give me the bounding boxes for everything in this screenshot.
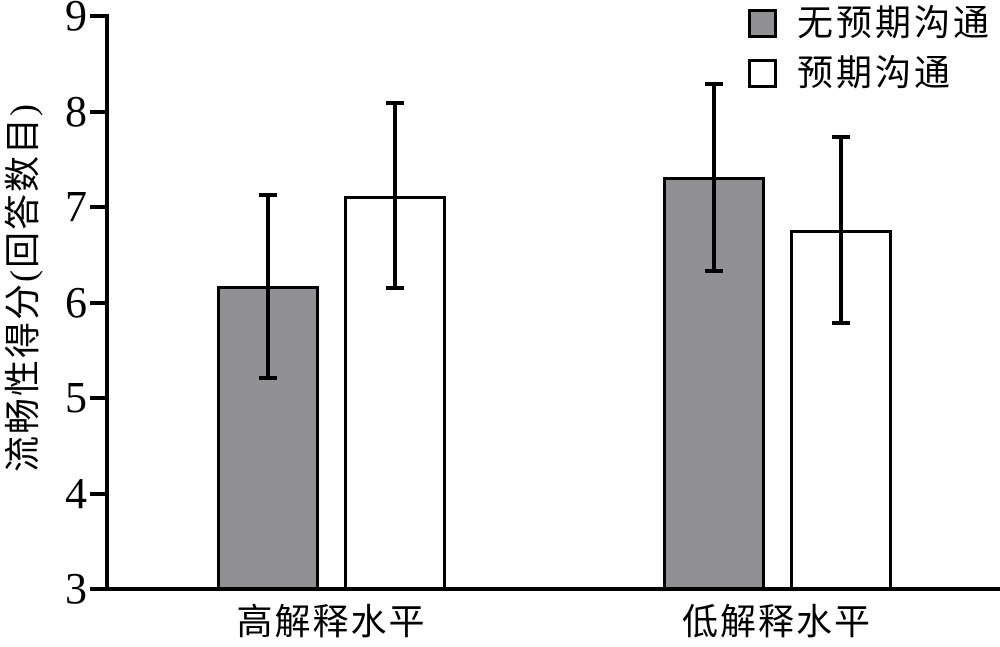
- error-bar-white-category-1-line: [393, 102, 397, 289]
- error-bar-gray-category-1-line: [266, 194, 270, 378]
- y-tick-4: [90, 491, 105, 496]
- y-tick-9: [90, 14, 105, 18]
- y-tick-8: [90, 109, 105, 114]
- y-tick-label-4: 4: [65, 468, 87, 518]
- error-bar-white-category-2-top-cap: [831, 135, 850, 140]
- y-tick-7: [90, 205, 105, 209]
- legend-label-2: 预期沟通: [797, 53, 954, 93]
- legend-swatch-white: [748, 58, 777, 88]
- error-bar-white-category-1-top-cap: [386, 100, 404, 105]
- error-bar-gray-category-1-bottom-cap: [259, 375, 277, 380]
- error-bar-gray-category-2-line: [711, 83, 716, 271]
- y-axis-line: [105, 14, 109, 591]
- y-tick-label-8: 8: [65, 86, 87, 136]
- legend-item-1: 无预期沟通: [748, 5, 992, 41]
- y-tick-label-9: 9: [65, 0, 87, 40]
- y-tick-3: [90, 587, 105, 591]
- legend-label-1: 无预期沟通: [797, 3, 993, 43]
- error-bar-gray-category-1-top-cap: [259, 192, 277, 197]
- x-axis-line: [92, 587, 1000, 591]
- error-bar-white-category-2-bottom-cap: [831, 320, 850, 325]
- x-axis-label-2: 低解释水平: [681, 602, 872, 642]
- y-tick-5: [90, 396, 105, 400]
- y-tick-6: [90, 300, 105, 305]
- y-tick-label-6: 6: [65, 277, 87, 327]
- error-bar-white-category-1-bottom-cap: [386, 286, 404, 291]
- y-tick-label-7: 7: [65, 182, 87, 231]
- y-tick-label-3: 3: [65, 564, 87, 613]
- x-axis-label-1: 高解释水平: [236, 602, 427, 642]
- legend-item-2: 预期沟通: [748, 55, 953, 91]
- legend-swatch-gray: [748, 8, 777, 38]
- error-bar-white-category-2-line: [838, 137, 843, 323]
- y-tick-label-5: 5: [65, 373, 87, 422]
- error-bar-gray-category-2-bottom-cap: [704, 268, 723, 273]
- error-bar-gray-category-2-top-cap: [704, 81, 723, 86]
